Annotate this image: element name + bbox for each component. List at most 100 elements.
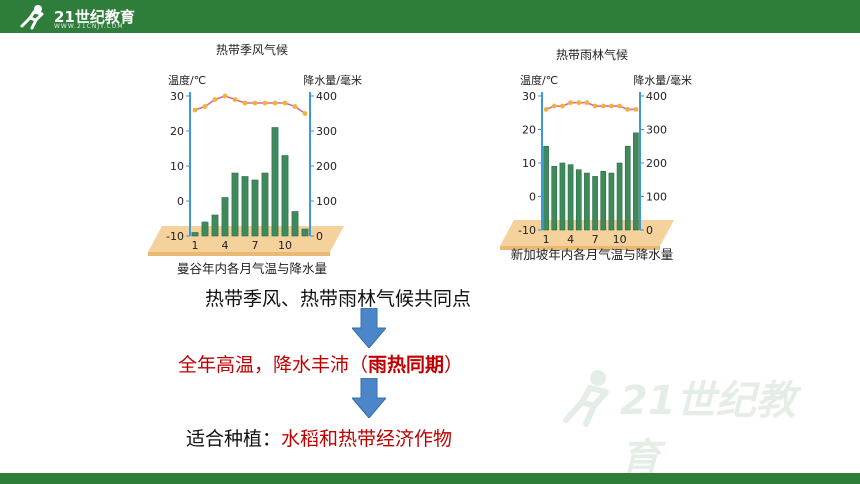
temperature-point: [617, 103, 622, 109]
y-left-tick-label: 0: [177, 195, 184, 208]
y-left-tick-label: 20: [522, 124, 536, 137]
temperature-line: [194, 95, 306, 115]
chart-caption: 曼谷年内各月气温与降水量: [177, 261, 327, 276]
precipitation-bar: [624, 145, 631, 231]
precipitation-bar: [291, 211, 299, 237]
temperature-point: [262, 100, 268, 106]
precipitation-bar: [575, 169, 582, 231]
temperature-point: [252, 100, 258, 106]
precipitation-bar: [543, 145, 549, 231]
y-right-tick-label: 100: [316, 195, 337, 208]
y-right-tick-label: 400: [316, 90, 337, 103]
temperature-point: [292, 104, 298, 109]
temperature-point: [609, 103, 614, 109]
precipitation-bar: [251, 179, 259, 237]
temperature-point: [242, 100, 248, 106]
feature-bold: 雨热同期: [368, 354, 445, 376]
y-right-tick-label: 0: [316, 230, 323, 243]
y-right-tick-label: 0: [646, 224, 653, 237]
chart-monsoon: 热带季风气候 温度/℃ 降水量/毫米 30 20 10 0 -10 400 300 200 100 0 1…: [140, 38, 370, 283]
y-left-tick-label: 30: [170, 90, 184, 103]
precipitation-bar: [261, 172, 269, 237]
crops-label: 适合种植：: [186, 428, 282, 450]
chart-ground-edge: [148, 252, 330, 256]
y-right-tick-label: 100: [646, 191, 667, 204]
x-tick-label: 7: [252, 239, 259, 252]
watermark-logo: 21世纪教育: [560, 368, 820, 482]
temperature-point: [272, 100, 278, 106]
y-left-tick-label: 20: [170, 125, 184, 138]
feature-plain: 全年高温，降水丰沛（: [178, 354, 369, 376]
temperature-point: [202, 104, 208, 109]
common-point-text: 热带季风、热带雨林气候共同点: [205, 288, 472, 310]
temperature-point: [600, 103, 606, 109]
x-tick-label: 10: [278, 239, 292, 252]
x-tick-label: 4: [222, 239, 229, 252]
y-axis-right-label: 降水量/毫米: [633, 73, 692, 87]
precipitation-bar: [271, 127, 279, 237]
top-banner: 21世纪教育 WWW.21CNJY.COM: [0, 0, 860, 33]
y-right-tick-label: 200: [646, 157, 667, 170]
y-left-tick-label: -10: [518, 224, 536, 237]
precipitation-bar: [301, 228, 309, 237]
x-tick-label: 7: [592, 233, 599, 246]
temperature-point: [568, 100, 573, 106]
temperature-point: [625, 107, 631, 112]
temperature-point: [192, 107, 198, 113]
y-left-tick-label: 30: [522, 90, 536, 103]
down-arrow-icon: [352, 378, 386, 418]
precipitation-bar: [191, 232, 199, 237]
x-tick-label: 1: [543, 233, 550, 246]
precipitation-bar: [567, 164, 574, 231]
runner-logo-icon: [20, 5, 44, 30]
precipitation-bar: [211, 214, 219, 237]
temperature-point: [543, 107, 549, 112]
crops-value: 水稻和热带经济作物: [281, 428, 453, 450]
temperature-line: [545, 101, 636, 111]
crops-text: 适合种植：水稻和热带经济作物: [186, 424, 452, 451]
chart-title: 热带雨林气候: [556, 47, 628, 62]
y-left-tick-label: 10: [522, 157, 536, 170]
precipitation-bar: [633, 132, 639, 231]
down-arrow-icon: [352, 308, 386, 348]
precipitation-bar: [201, 221, 209, 237]
watermark-runner-icon: [563, 370, 609, 427]
precipitation-bar: [592, 176, 598, 231]
precipitation-bar: [241, 176, 249, 237]
logo-subtext: WWW.21CNJY.COM: [54, 23, 124, 30]
precipitation-bar: [600, 171, 607, 231]
precipitation-bar: [231, 172, 239, 237]
precipitation-bar: [551, 166, 558, 231]
y-right-tick-label: 400: [646, 90, 667, 103]
precipitation-bar: [616, 162, 623, 231]
x-tick-label: 10: [613, 233, 627, 246]
temperature-point: [232, 97, 238, 102]
chart-rainforest: 热带雨林气候 温度/℃ 降水量/毫米 30 20 10 0 -10 400 300 200 100 0 1…: [492, 42, 722, 267]
bottom-banner: [0, 473, 860, 484]
precipitation-bar: [221, 197, 229, 237]
precipitation-bar: [281, 155, 289, 237]
temperature-point: [584, 100, 590, 106]
temperature-point: [633, 107, 639, 112]
y-axis-right-label: 降水量/毫米: [303, 73, 362, 87]
temperature-point: [560, 103, 565, 109]
temperature-point: [551, 103, 557, 109]
chart-title: 热带季风气候: [216, 42, 288, 57]
feature-end: ）: [444, 354, 464, 376]
watermark-text: 21世纪教育: [620, 378, 796, 482]
x-tick-label: 4: [567, 233, 574, 246]
y-right-tick-label: 200: [316, 160, 337, 173]
chart-ground-edge: [500, 246, 660, 250]
temperature-point: [592, 103, 598, 109]
precipitation-bar: [608, 172, 615, 231]
y-right-tick-label: 300: [316, 125, 337, 138]
feature-text: 全年高温，降水丰沛（雨热同期）: [178, 350, 463, 377]
y-right-tick-label: 300: [646, 124, 667, 137]
temperature-point: [212, 97, 218, 102]
y-left-tick-label: 10: [170, 160, 184, 173]
y-left-tick-label: 0: [529, 191, 536, 204]
logo: 21世纪教育 WWW.21CNJY.COM: [16, 4, 136, 30]
temperature-point: [302, 111, 308, 116]
